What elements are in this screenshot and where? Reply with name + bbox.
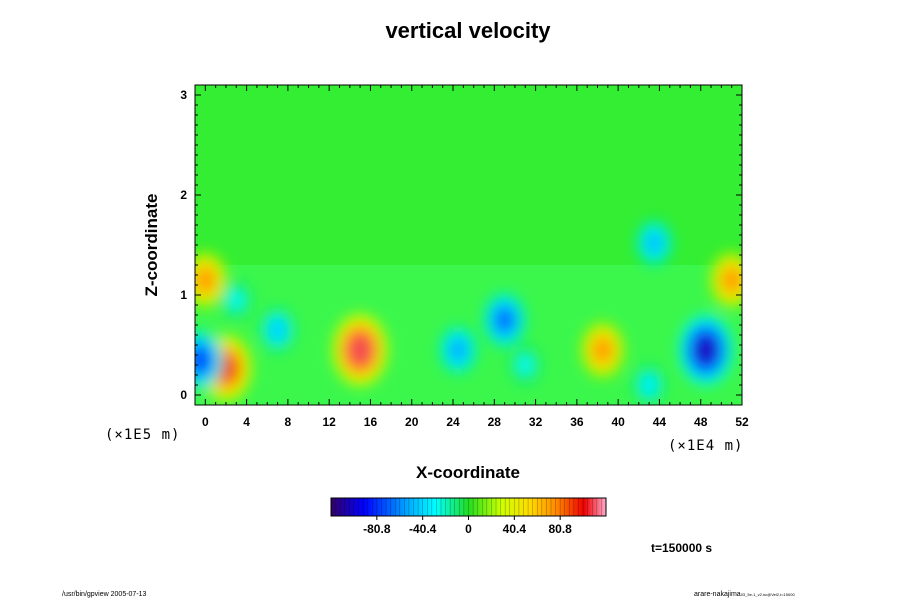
colorbar: -80.8 -40.4 0 40.4 80.8 [330,497,607,536]
x-tick-label: 20 [405,415,419,429]
colorbar-divisions [335,498,602,516]
x-tick-label: 0 [202,415,209,429]
x-tick-label: 32 [529,415,543,429]
x-tick-label: 4 [243,415,250,429]
colorbar-ticks: -80.8 -40.4 0 40.4 80.8 [363,516,572,536]
velocity-blob [496,309,514,331]
colorbar-tick-label: -40.4 [409,522,437,536]
x-tick-label: 36 [570,415,584,429]
y-tick-label: 2 [180,188,187,202]
time-label: t=150000 s [651,541,712,555]
footer-left: /usr/bin/gpview 2005-07-13 [62,591,147,598]
colorbar-tick-label: -80.8 [363,522,391,536]
plot-area [195,85,742,405]
x-tick-label: 8 [285,415,292,429]
velocity-blob [196,268,215,292]
x-tick-label: 40 [611,415,625,429]
x-tick-label: 24 [446,415,460,429]
velocity-blob [450,340,466,360]
velocity-features [195,220,742,405]
y-axis: 0 1 2 3 [180,88,742,406]
x-axis-label: X-coordinate [416,463,520,482]
footer-right-sub: 03_5e-1_v2.nc@Vel2,t=15000 [741,592,796,597]
velocity-blob [230,292,243,308]
x-tick-label: 48 [694,415,708,429]
y-tick-label: 1 [180,288,187,302]
y-axis-unit: (×1E5 m) [105,427,180,443]
velocity-blob [647,233,662,253]
velocity-blob [642,377,656,393]
y-tick-label: 0 [180,388,187,402]
x-tick-label: 52 [735,415,749,429]
velocity-blob [722,268,741,292]
colorbar-tick-label: 80.8 [548,522,572,536]
velocity-blob [270,321,285,339]
footer-right: arare-nakajima03_5e-1_v2.nc@Vel2,t=15000 [694,591,795,598]
chart-title: vertical velocity [385,18,551,43]
velocity-blob [349,335,372,365]
y-tick-label: 3 [180,88,187,102]
colorbar-tick-label: 0 [465,522,472,536]
x-axis-unit: (×1E4 m) [668,438,743,454]
footer-right-main: arare-nakajima [694,591,741,598]
y-axis-label: Z-coordinate [142,194,161,297]
velocity-blob [593,338,612,362]
x-tick-label: 12 [322,415,336,429]
velocity-blob [695,335,717,365]
x-axis: 0 4 8 12 16 20 24 28 32 36 40 44 48 52 [202,85,749,429]
x-tick-label: 16 [364,415,378,429]
x-tick-label: 44 [653,415,667,429]
colorbar-tick-label: 40.4 [503,522,527,536]
x-tick-label: 28 [488,415,502,429]
velocity-blob [195,348,210,372]
velocity-blob [519,357,532,373]
